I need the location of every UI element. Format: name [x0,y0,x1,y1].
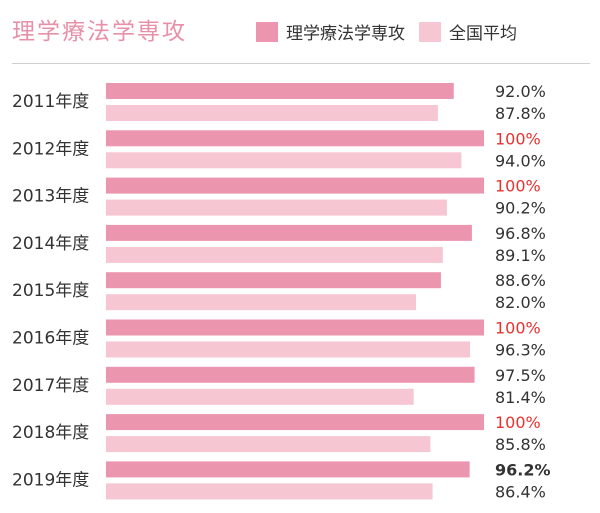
bar-national-average [106,105,438,121]
category-label: 2017年度 [12,376,89,396]
bar-major [106,224,472,241]
bar-major [106,177,484,194]
value-label-national-average: 81.4% [495,388,546,407]
bar-major [106,83,454,99]
legend-swatch-major [256,21,278,42]
bar-major [106,366,475,383]
category-label: 2011年度 [12,92,89,112]
legend: 理学療法学専攻 全国平均 [256,19,531,44]
legend-item-major: 理学療法学専攻 [256,19,405,44]
value-label-major: 100% [495,177,541,196]
value-label-national-average: 87.8% [495,104,546,123]
value-label-major: 100% [495,413,541,432]
bar-major [106,414,484,431]
bar-major [106,272,441,289]
bar-national-average [106,199,447,216]
value-label-major: 100% [495,129,541,148]
category-label: 2013年度 [12,187,89,207]
value-label-national-average: 82.0% [495,293,546,312]
value-label-national-average: 94.0% [495,151,546,170]
value-label-national-average: 85.8% [495,435,546,454]
category-label: 2019年度 [12,470,89,490]
value-label-national-average: 89.1% [495,246,546,265]
value-label-national-average: 90.2% [495,199,546,218]
bar-major [106,319,484,336]
legend-label-major: 理学療法学専攻 [286,24,405,44]
value-label-major: 92.0% [495,82,546,101]
header-divider [12,63,590,64]
category-label: 2012年度 [12,139,89,159]
category-label: 2015年度 [12,281,89,301]
bar-major [106,461,470,478]
chart-title: 理学療法学専攻 [12,19,187,45]
value-label-major: 88.6% [495,271,546,290]
bar-national-average [106,436,431,453]
value-label-major: 100% [495,319,541,338]
value-label-national-average: 86.4% [495,482,546,501]
category-label: 2016年度 [12,329,89,349]
bar-national-average [106,388,414,405]
legend-item-national-average: 全国平均 [419,19,517,44]
bar-national-average [106,294,416,311]
value-label-major: 96.2% [495,460,551,479]
bar-national-average [106,246,443,263]
value-label-national-average: 96.3% [495,341,546,360]
legend-label-national-average: 全国平均 [449,24,517,44]
value-label-major: 96.8% [495,224,546,243]
bar-national-average [106,341,471,358]
value-label-major: 97.5% [495,366,546,385]
bar-major [106,130,484,147]
bar-national-average [106,152,462,169]
bar-national-average [106,483,433,500]
legend-swatch-national-average [419,21,441,42]
category-label: 2014年度 [12,234,89,254]
category-label: 2018年度 [12,423,89,443]
